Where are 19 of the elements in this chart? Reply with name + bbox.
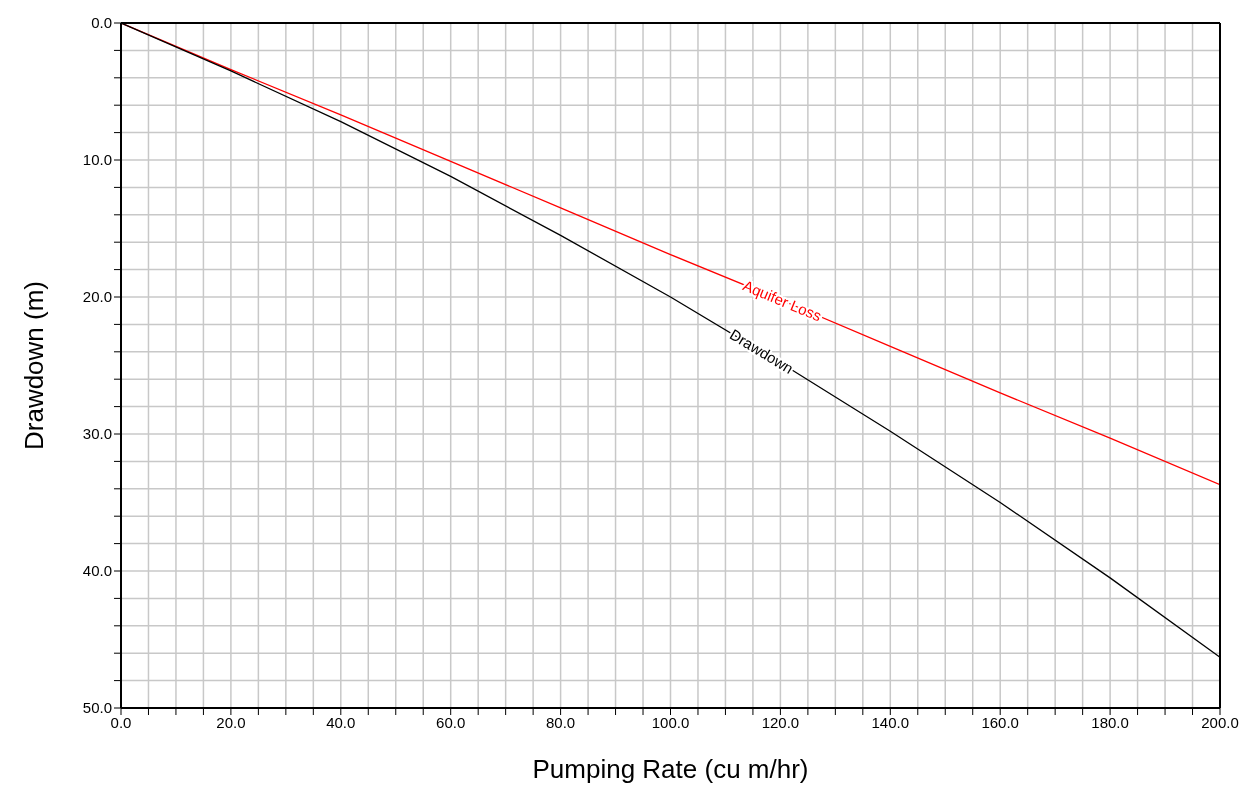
y-axis-title: Drawdown (m): [19, 280, 50, 451]
x-tick-label: 60.0: [436, 713, 466, 731]
x-tick-label: 160.0: [981, 713, 1019, 731]
y-tick-label: 10.0: [82, 151, 112, 169]
x-tick-label: 200.0: [1201, 713, 1239, 731]
x-tick-label: 0.0: [110, 713, 132, 731]
x-axis-title: Pumping Rate (cu m/hr): [532, 754, 809, 784]
y-tick-label: 50.0: [82, 699, 112, 717]
y-tick-label: 20.0: [82, 288, 112, 306]
x-tick-label: 180.0: [1091, 713, 1129, 731]
x-tick-label: 120.0: [761, 713, 800, 731]
y-tick-label: 0.0: [91, 14, 112, 32]
y-tick-label: 30.0: [82, 425, 112, 443]
x-tick-label: 20.0: [216, 713, 246, 731]
x-tick-label: 140.0: [871, 713, 910, 731]
x-tick-label: 80.0: [546, 713, 576, 731]
x-tick-label: 40.0: [326, 713, 356, 731]
x-tick-label: 100.0: [651, 713, 690, 731]
y-tick-label: 40.0: [82, 562, 112, 580]
